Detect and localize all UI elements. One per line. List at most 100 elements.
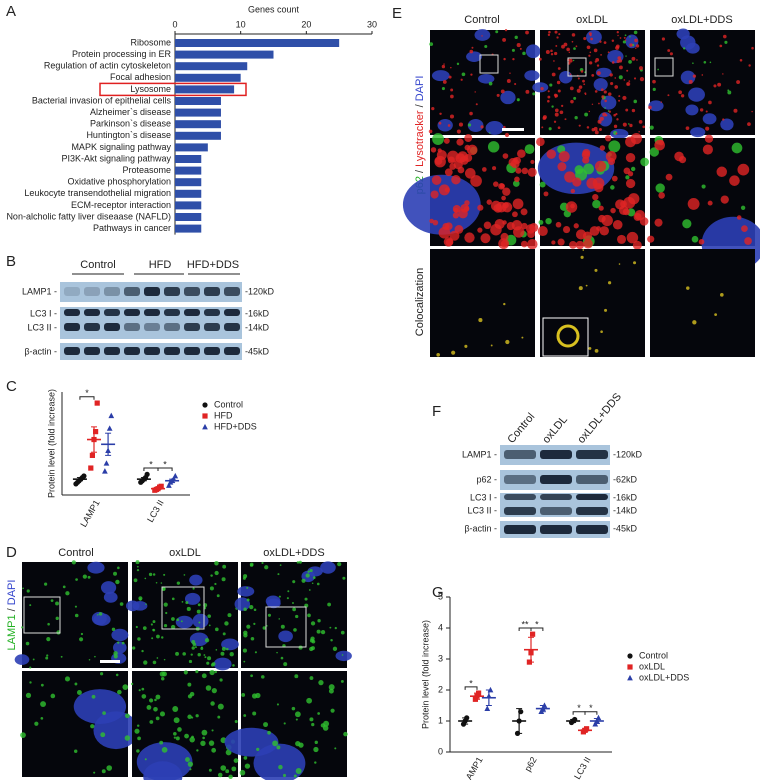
speck xyxy=(600,330,603,334)
speck xyxy=(294,711,301,718)
size-label: -16kD xyxy=(613,492,638,502)
band xyxy=(84,287,100,296)
bar xyxy=(175,143,208,152)
speck xyxy=(628,193,640,205)
speck xyxy=(548,127,552,131)
point xyxy=(172,472,179,479)
speck xyxy=(227,613,232,618)
speck xyxy=(219,678,223,682)
speck xyxy=(731,142,743,154)
speck xyxy=(171,597,175,601)
inset-box xyxy=(567,57,587,77)
speck xyxy=(177,727,182,732)
band xyxy=(144,287,160,296)
band xyxy=(224,309,240,316)
micro-e: Control oxLDL oxLDL+DDS p62 / Lysotracke… xyxy=(402,14,760,357)
speck xyxy=(176,581,181,585)
speck xyxy=(600,54,602,56)
speck xyxy=(221,577,226,582)
speck xyxy=(171,617,175,621)
size-label: -120kD xyxy=(245,286,275,296)
speck xyxy=(649,147,659,157)
speck xyxy=(629,123,633,128)
nucleus xyxy=(175,615,194,629)
speck xyxy=(214,560,219,566)
speck xyxy=(704,134,714,143)
speck xyxy=(311,639,316,644)
speck xyxy=(451,350,456,355)
nucleus xyxy=(266,598,281,609)
speck xyxy=(626,69,629,72)
speck xyxy=(622,40,626,44)
speck xyxy=(557,162,567,172)
speck xyxy=(626,83,629,86)
speck xyxy=(480,125,484,129)
speck xyxy=(115,673,119,677)
speck xyxy=(55,616,59,621)
speck xyxy=(634,38,638,43)
bar xyxy=(175,97,221,105)
speck xyxy=(601,95,605,99)
sig-label: * xyxy=(163,459,167,469)
speck xyxy=(117,566,120,570)
speck xyxy=(241,693,246,697)
speck xyxy=(144,758,147,761)
speck xyxy=(608,110,612,113)
point xyxy=(93,429,99,435)
speck xyxy=(547,95,551,99)
speck xyxy=(529,223,539,233)
speck xyxy=(458,208,468,219)
speck xyxy=(246,624,251,629)
speck xyxy=(591,128,595,132)
speck xyxy=(744,237,752,245)
speck xyxy=(208,768,212,772)
row-label: LC3 I - xyxy=(470,492,497,502)
speck xyxy=(521,222,528,230)
speck xyxy=(502,220,507,225)
speck xyxy=(464,344,468,348)
speck xyxy=(713,84,717,88)
speck xyxy=(298,560,302,564)
speck xyxy=(561,104,564,107)
speck xyxy=(136,569,140,572)
speck xyxy=(504,132,510,138)
speck xyxy=(648,105,652,110)
speck xyxy=(582,156,590,164)
row-label: β-actin - xyxy=(464,523,497,533)
speck xyxy=(739,58,743,62)
speck xyxy=(322,725,329,731)
speck xyxy=(505,339,510,345)
bar xyxy=(175,39,340,47)
category-label: Ribosome xyxy=(130,37,171,47)
y-axis-label: Protein level (fold increase) xyxy=(46,389,56,498)
nucleus xyxy=(466,51,483,62)
speck xyxy=(720,293,724,297)
speck xyxy=(591,73,595,77)
stain-part: / xyxy=(414,101,426,110)
band xyxy=(184,347,200,355)
point xyxy=(627,653,633,659)
band xyxy=(540,525,572,534)
band xyxy=(576,507,608,515)
speck xyxy=(447,150,459,163)
y-tick-label: 0 xyxy=(438,746,443,756)
speck xyxy=(562,226,571,234)
speck xyxy=(185,757,190,762)
speck xyxy=(309,717,314,722)
speck xyxy=(654,218,663,227)
speck xyxy=(618,99,621,102)
nucleus xyxy=(112,641,127,654)
speck xyxy=(605,135,612,142)
bands xyxy=(504,450,608,534)
speck xyxy=(609,73,613,77)
speck xyxy=(261,675,265,679)
speck xyxy=(571,33,576,37)
nucleus xyxy=(87,561,105,574)
nucleus xyxy=(467,118,484,133)
sig-label: * xyxy=(589,703,593,713)
inset-ring xyxy=(556,324,580,348)
category-label: Focal adhesion xyxy=(110,72,171,82)
speck xyxy=(657,68,659,71)
column-label: oxLDL+DDS xyxy=(671,14,732,26)
speck xyxy=(682,219,692,229)
